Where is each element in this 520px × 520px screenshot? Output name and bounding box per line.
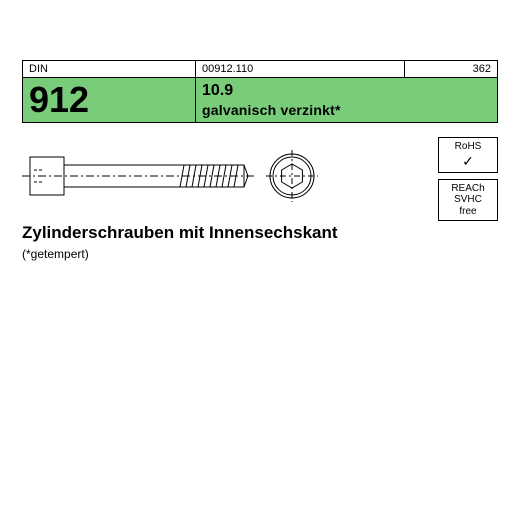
- middle-area: Zylinderschrauben mit Innensechskant (*g…: [22, 123, 498, 283]
- check-icon: ✓: [441, 153, 495, 169]
- bolt-drawing: [22, 131, 332, 221]
- header-mid: 00912.110: [196, 61, 405, 77]
- tempered-note: (*getempert): [22, 247, 89, 261]
- reach-line3: free: [441, 206, 495, 218]
- property-class: 10.9: [202, 82, 491, 100]
- rohs-label: RoHS: [441, 141, 495, 153]
- header-left: DIN: [23, 61, 196, 77]
- reach-line1: REACh: [441, 183, 495, 195]
- description: Zylinderschrauben mit Innensechskant: [22, 223, 338, 243]
- rohs-badge: RoHS ✓: [438, 137, 498, 173]
- din-number: 912: [23, 78, 196, 122]
- reach-badge: REACh SVHC free: [438, 179, 498, 222]
- badges: RoHS ✓ REACh SVHC free: [438, 137, 498, 221]
- green-right: 10.9 galvanisch verzinkt*: [196, 78, 497, 122]
- finish-text: galvanisch verzinkt*: [202, 102, 491, 118]
- reach-line2: SVHC: [441, 194, 495, 206]
- header-row: DIN 00912.110 362: [22, 60, 498, 77]
- header-right: 362: [405, 61, 497, 77]
- green-row: 912 10.9 galvanisch verzinkt*: [22, 77, 498, 123]
